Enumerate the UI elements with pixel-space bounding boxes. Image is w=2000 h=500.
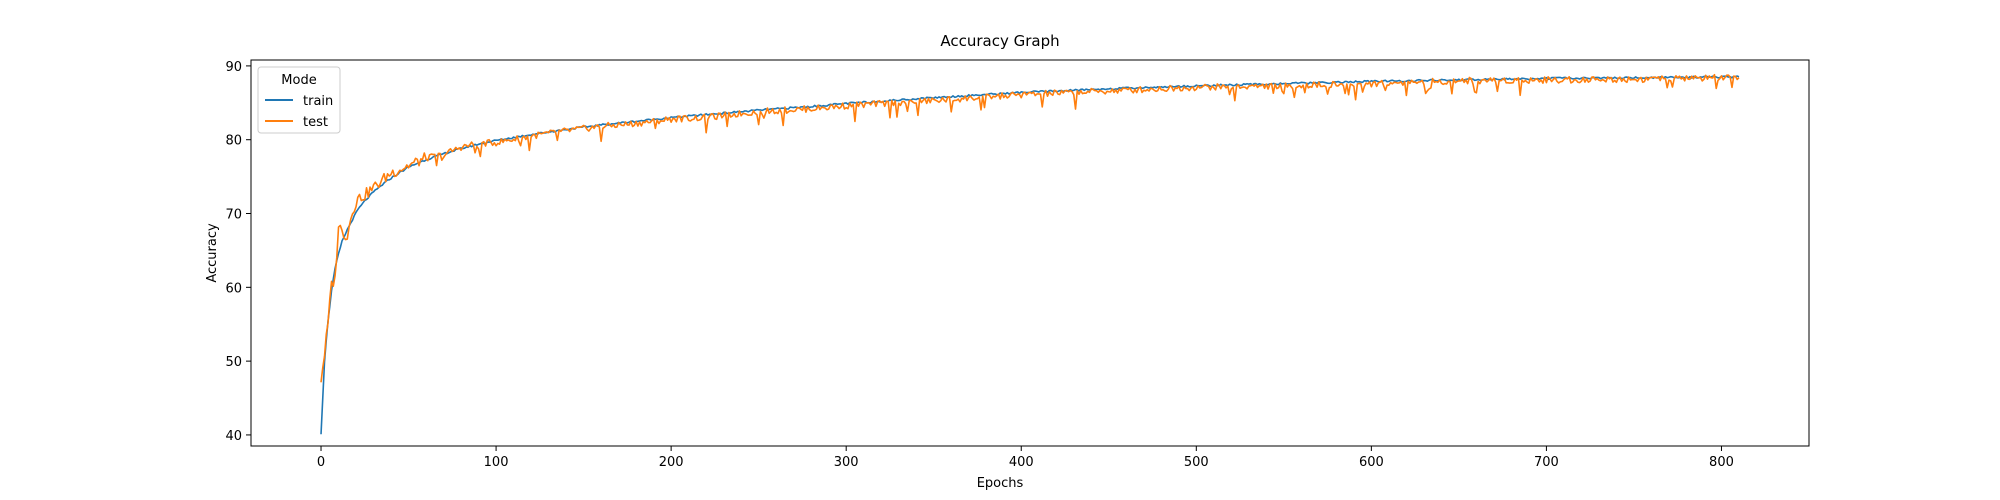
y-tick-label: 80 [225, 134, 242, 149]
legend-label-train: train [303, 94, 333, 109]
series-line-test [320, 73, 1740, 383]
x-axis-label: Epochs [977, 476, 1024, 491]
y-tick-label: 70 [225, 208, 242, 223]
legend-label-test: test [303, 115, 328, 130]
y-axis-label: Accuracy [205, 223, 220, 283]
x-tick-label: 100 [484, 455, 509, 470]
plot-frame [250, 59, 1810, 447]
x-tick-label: 400 [1009, 455, 1034, 470]
chart-title: Accuracy Graph [940, 32, 1059, 50]
plot-area [250, 59, 1810, 447]
x-tick-label: 200 [659, 455, 684, 470]
y-tick-label: 90 [225, 60, 242, 75]
x-tick-label: 500 [1184, 455, 1209, 470]
series-line-train [320, 75, 1740, 435]
x-tick-label: 700 [1534, 455, 1559, 470]
x-tick-label: 0 [317, 455, 325, 470]
legend-title: Mode [281, 73, 316, 88]
x-tick-label: 600 [1359, 455, 1384, 470]
legend-box [257, 66, 341, 134]
x-tick-label: 800 [1709, 455, 1734, 470]
x-axis: 0 100 200 300 400 500 600 700 800 [317, 446, 1734, 470]
legend: Mode train test [257, 66, 341, 134]
x-tick-label: 300 [834, 455, 859, 470]
y-tick-label: 50 [225, 355, 242, 370]
y-tick-label: 40 [225, 429, 242, 444]
y-tick-label: 60 [225, 281, 242, 296]
series-layer [320, 73, 1740, 435]
y-axis: 40 50 60 70 80 90 [225, 60, 251, 444]
